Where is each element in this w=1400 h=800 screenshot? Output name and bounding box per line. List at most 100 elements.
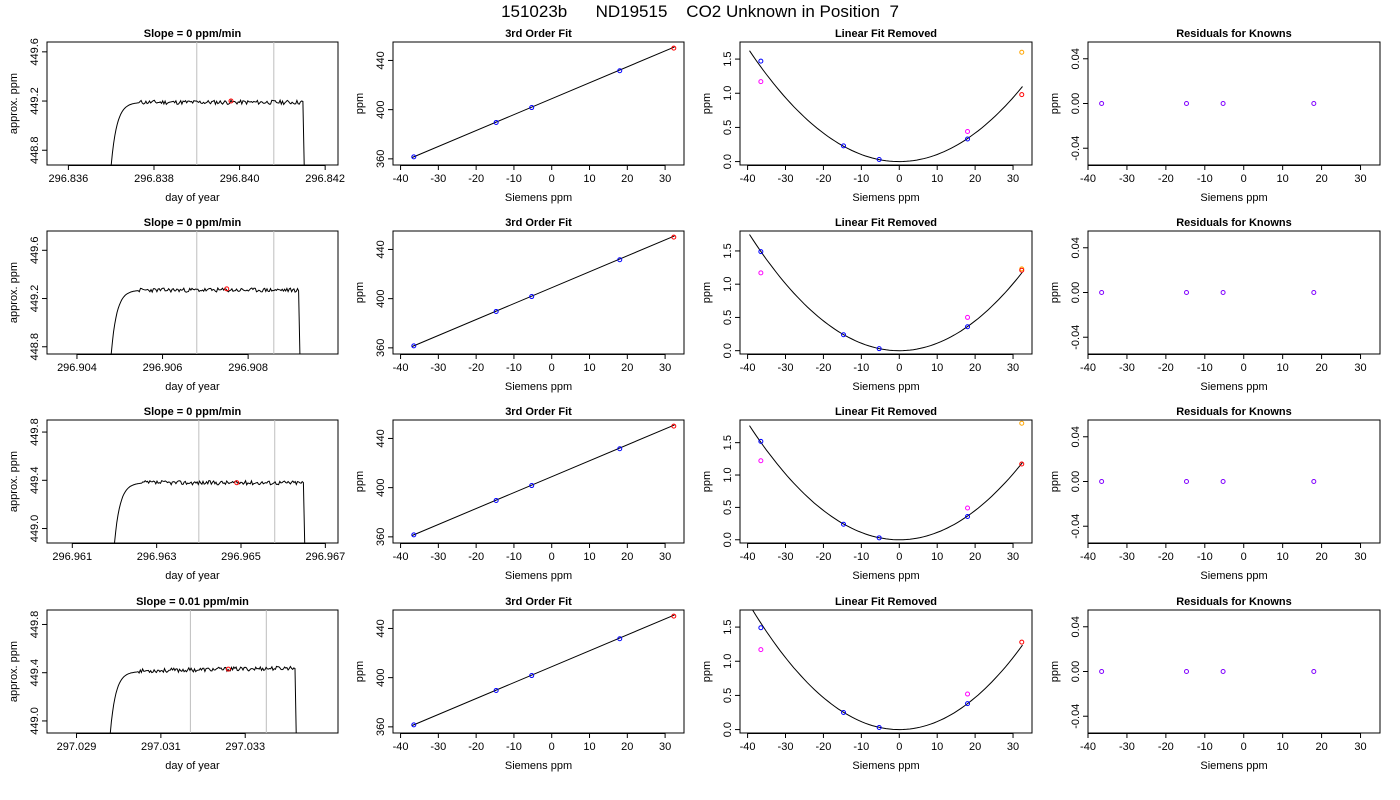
y-tick-label: 449.8 <box>29 611 41 639</box>
x-axis-label: Siemens ppm <box>852 760 919 772</box>
data-point-magenta <box>758 79 764 85</box>
panel-title: Linear Fit Removed <box>835 596 937 608</box>
x-tick-label: 20 <box>1315 362 1327 374</box>
x-tick-label: 10 <box>583 173 595 185</box>
y-tick-label: 0.5 <box>722 688 734 703</box>
x-tick-label: -10 <box>1197 551 1213 563</box>
quadratic-curve <box>749 425 1023 541</box>
panel-title: Residuals for Knowns <box>1176 217 1292 229</box>
x-tick-label: -10 <box>1197 173 1213 185</box>
x-tick-label: 0 <box>549 741 555 753</box>
x-tick-label: -40 <box>1080 551 1096 563</box>
data-point-blue <box>529 673 535 679</box>
x-tick-label: -20 <box>815 551 831 563</box>
data-point-blue <box>841 332 847 338</box>
x-tick-label: -10 <box>506 741 522 753</box>
x-tick-label: -40 <box>1080 362 1096 374</box>
fit-line <box>411 614 675 727</box>
x-tick-label: 30 <box>1354 173 1366 185</box>
data-point-blue <box>617 446 623 452</box>
x-tick-label: 296.963 <box>137 551 177 563</box>
data-point-blue <box>965 701 971 707</box>
mean-marker <box>224 286 230 292</box>
data-point-purple <box>1099 290 1105 295</box>
x-tick-label: 296.840 <box>220 173 260 185</box>
x-tick-label: -30 <box>778 173 794 185</box>
y-tick-label: 0.04 <box>1070 48 1082 69</box>
panel-title: Residuals for Knowns <box>1176 406 1292 418</box>
data-point-purple <box>1099 669 1105 674</box>
y-tick-label: 360 <box>375 339 387 357</box>
x-tick-label: 30 <box>1354 362 1366 374</box>
x-tick-label: -30 <box>1119 551 1135 563</box>
x-tick-label: 297.033 <box>225 741 265 753</box>
panel-title: 3rd Order Fit <box>505 596 572 608</box>
y-tick-label: 440 <box>375 619 387 637</box>
x-tick-label: -40 <box>1080 173 1096 185</box>
x-tick-label: 30 <box>659 362 671 374</box>
data-point-purple <box>1220 290 1226 295</box>
x-tick-label: 296.906 <box>143 362 183 374</box>
x-tick-label: 20 <box>1315 551 1327 563</box>
panel-title: Linear Fit Removed <box>835 28 937 40</box>
y-tick-label: 0.0 <box>722 532 734 547</box>
x-tick-label: 20 <box>969 362 981 374</box>
y-tick-label: 449.0 <box>29 707 41 735</box>
data-point-purple <box>1311 479 1317 484</box>
y-tick-label: 400 <box>375 100 387 118</box>
data-point-blue <box>411 532 417 538</box>
x-tick-label: -30 <box>778 741 794 753</box>
data-point-blue <box>841 521 847 527</box>
data-point-orange <box>1019 49 1025 55</box>
y-axis-label: ppm <box>701 661 713 682</box>
y-tick-label: 1.5 <box>722 619 734 634</box>
x-tick-label: 30 <box>1007 741 1019 753</box>
data-point-purple <box>1184 101 1190 106</box>
y-tick-label: 0.0 <box>722 722 734 737</box>
data-point-blue <box>876 725 882 731</box>
x-tick-label: 296.842 <box>305 173 345 185</box>
fit-line <box>411 46 675 159</box>
y-axis-label: approx. ppm <box>8 73 20 134</box>
x-axis-label: day of year <box>165 381 220 393</box>
data-point-blue <box>493 497 499 503</box>
data-point-purple <box>1311 290 1317 295</box>
y-tick-label: 1.0 <box>722 86 734 101</box>
data-point-red <box>1019 461 1025 467</box>
plot-data <box>411 613 677 728</box>
x-tick-label: 10 <box>931 551 943 563</box>
data-point-purple <box>1220 101 1226 106</box>
plot-frame <box>739 419 1033 544</box>
y-tick-label: 448.8 <box>29 136 41 164</box>
data-point-blue <box>529 483 535 489</box>
x-tick-label: -10 <box>1197 741 1213 753</box>
y-axis-label: ppm <box>1049 93 1061 114</box>
x-axis-label: Siemens ppm <box>852 570 919 582</box>
data-point-blue <box>493 308 499 314</box>
y-axis-label: approx. ppm <box>8 641 20 702</box>
data-point-red <box>1019 267 1025 273</box>
x-tick-label: -20 <box>1158 551 1174 563</box>
plot-data <box>110 42 305 165</box>
y-tick-label: 1.0 <box>722 467 734 482</box>
y-axis-label: ppm <box>1049 471 1061 492</box>
y-tick-label: -0.04 <box>1070 325 1082 350</box>
x-axis-label: Siemens ppm <box>505 192 572 204</box>
x-tick-label: -30 <box>778 362 794 374</box>
x-tick-label: -10 <box>853 551 869 563</box>
x-tick-label: 10 <box>931 362 943 374</box>
plot-frame <box>1087 41 1381 166</box>
data-point-red <box>671 234 677 240</box>
y-tick-label: 440 <box>375 51 387 69</box>
panel-title: Slope = 0 ppm/min <box>144 406 242 418</box>
data-point-magenta <box>758 458 764 464</box>
y-tick-label: 0.04 <box>1070 426 1082 447</box>
plot-frame <box>1087 230 1381 355</box>
x-axis-label: Siemens ppm <box>505 381 572 393</box>
x-tick-label: 0 <box>896 741 902 753</box>
quadratic-curve <box>749 234 1023 352</box>
x-tick-label: 30 <box>1007 551 1019 563</box>
y-tick-label: 448.8 <box>29 333 41 361</box>
y-tick-label: 449.4 <box>29 659 41 687</box>
y-axis-label: ppm <box>354 282 366 303</box>
